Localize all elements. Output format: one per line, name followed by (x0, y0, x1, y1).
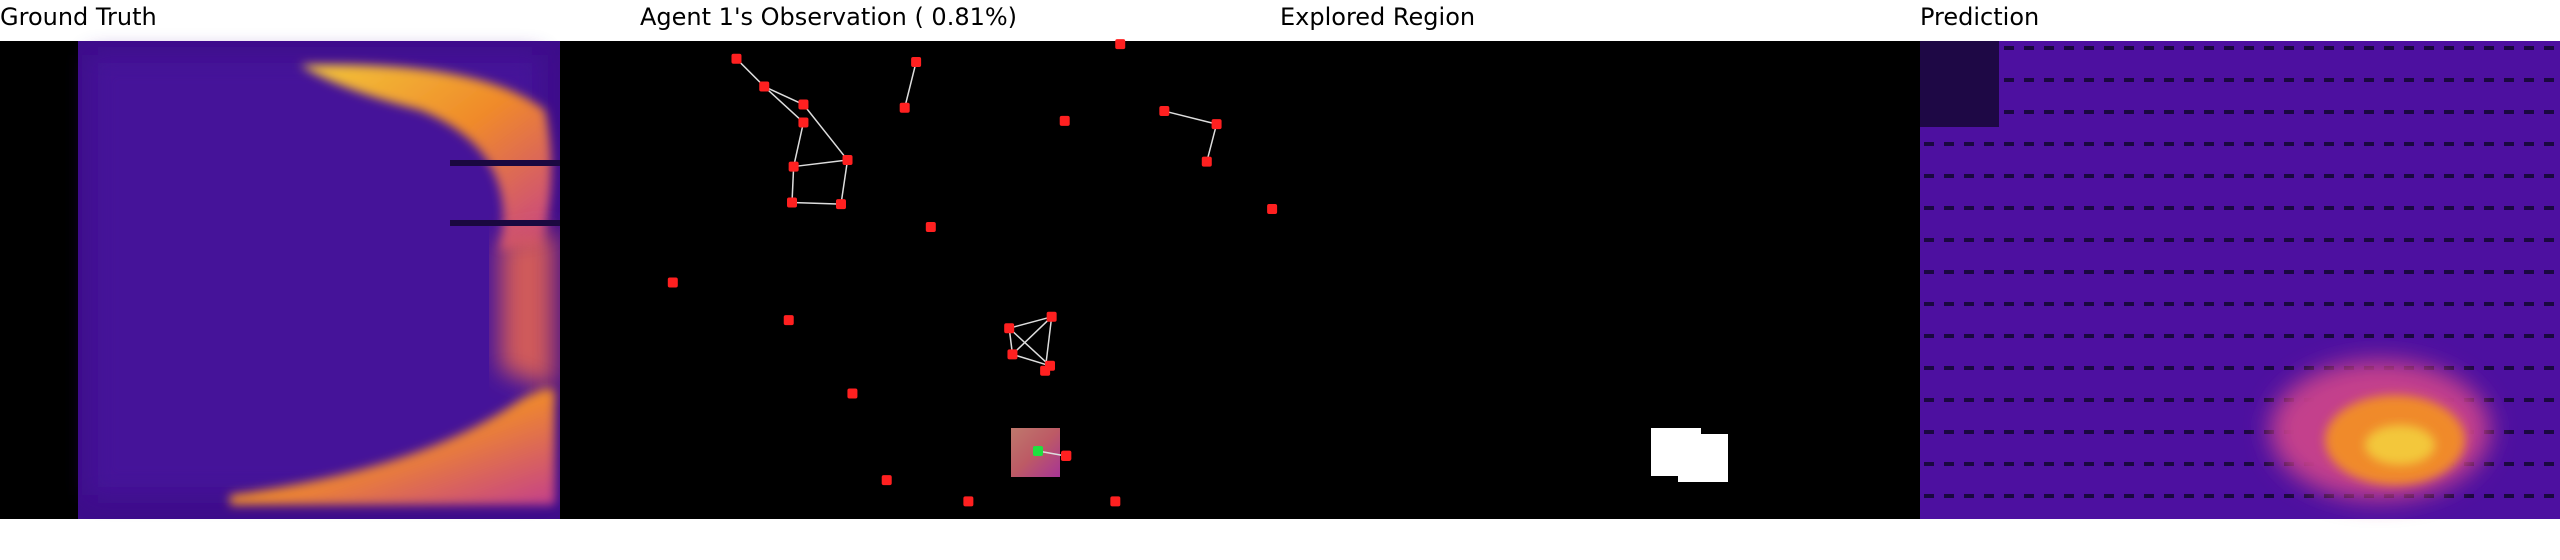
agent-link (793, 159, 848, 168)
panel-title: Agent 1's Observation ( 0.81%) (640, 3, 1017, 31)
agent-marker (783, 315, 794, 326)
agent-marker (1004, 323, 1015, 334)
agent-link (1012, 353, 1051, 367)
agent-marker (759, 81, 770, 92)
agent-marker (881, 475, 892, 486)
agent-marker (787, 197, 798, 208)
agent-link (791, 201, 842, 205)
agent-marker (835, 199, 846, 210)
agent-marker (798, 117, 809, 128)
agent-link (763, 85, 804, 106)
agent-link (763, 85, 804, 124)
agent-marker (842, 155, 853, 166)
panel-title: Prediction (1920, 3, 2039, 31)
agent-marker (1115, 39, 1126, 50)
agent-marker (911, 57, 922, 68)
agent-link (1008, 316, 1052, 329)
agent-link (1011, 316, 1053, 355)
agent-marker (1267, 204, 1278, 215)
agent-link (735, 58, 765, 88)
agent-marker (1211, 119, 1222, 130)
agent-marker (963, 496, 974, 507)
observation-image (560, 39, 1280, 519)
agent-link (840, 159, 849, 205)
agent-marker (788, 161, 799, 172)
panel-title: Explored Region (1280, 3, 1475, 31)
agent-link (1206, 123, 1218, 162)
explored-region-image (1280, 41, 1920, 519)
agent-marker (1061, 451, 1071, 461)
agent-marker (925, 221, 936, 232)
agent-link (1164, 110, 1217, 125)
agent-marker (1040, 365, 1051, 376)
agent-link (1008, 327, 1051, 367)
agent-link (903, 61, 917, 108)
agent-marker (899, 102, 910, 113)
agent-marker (1007, 349, 1018, 360)
agent-marker (1110, 496, 1121, 507)
agent-marker (667, 277, 678, 288)
agent-link (792, 122, 805, 167)
agent-marker (798, 99, 809, 110)
self-agent-marker (1033, 446, 1043, 456)
agent-marker (731, 53, 742, 64)
agent-marker (1201, 156, 1212, 167)
agent-marker (847, 388, 858, 399)
agent-marker (1046, 311, 1057, 322)
agent-marker (1159, 106, 1170, 117)
prediction-image (1920, 41, 2560, 519)
agent-marker (1059, 115, 1070, 126)
ground-truth-image (0, 41, 560, 519)
agent-link (791, 166, 795, 203)
agent-link (802, 104, 849, 161)
panel-title: Ground Truth (0, 3, 157, 31)
